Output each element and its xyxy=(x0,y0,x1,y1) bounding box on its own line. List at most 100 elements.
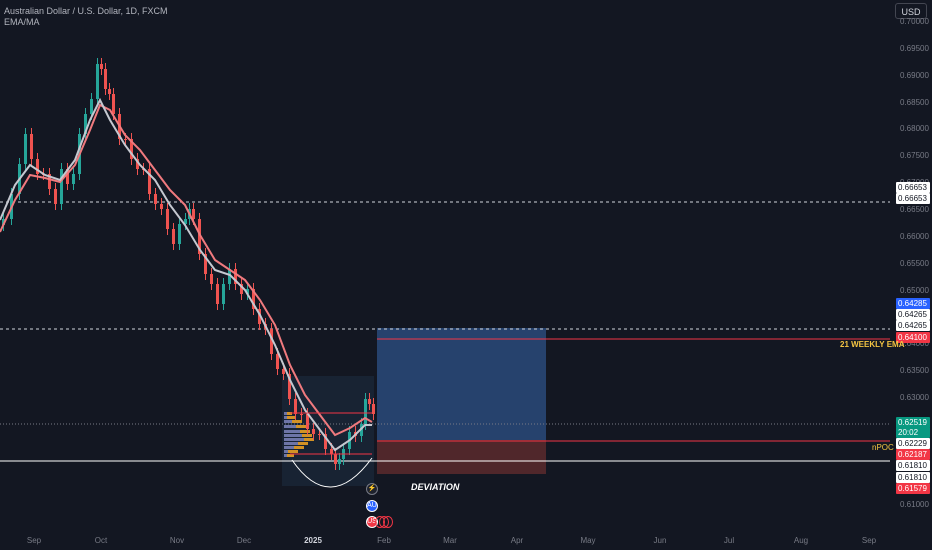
indicator-label[interactable]: EMA/MA xyxy=(4,17,40,27)
candle-body xyxy=(66,169,69,184)
chart-legend: Australian Dollar / U.S. Dollar, 1D, FXC… xyxy=(4,6,168,28)
candle-body xyxy=(282,369,285,374)
ma-line xyxy=(0,97,372,452)
candle-body xyxy=(372,404,375,414)
volume-profile-bar xyxy=(284,446,294,449)
more-events-icon[interactable] xyxy=(383,516,393,528)
time-axis-label: Apr xyxy=(510,536,524,545)
candle-body xyxy=(124,139,127,140)
candle-body xyxy=(178,224,181,244)
price-tag-npoc: 0.62229 xyxy=(896,438,930,449)
candle-body xyxy=(312,429,315,434)
price-axis-label: 0.65000 xyxy=(900,285,929,295)
price-axis-label: 0.66000 xyxy=(900,231,929,241)
price-chart-svg[interactable] xyxy=(0,0,890,530)
volume-profile-bar xyxy=(284,416,296,419)
candle-body xyxy=(184,219,187,224)
volume-profile-bar xyxy=(284,420,302,423)
deviation-label: DEVIATION xyxy=(411,482,460,492)
weekly-ema-label: 21 WEEKLY EMA xyxy=(840,340,905,349)
candle-body xyxy=(246,289,249,294)
volume-profile-bar xyxy=(284,450,288,453)
candle-body xyxy=(294,399,297,414)
time-axis-label: Dec xyxy=(236,536,252,545)
candle-body xyxy=(324,434,327,449)
price-tag-hline-high-2: 0.66653 xyxy=(896,193,930,204)
time-axis-label: Nov xyxy=(169,536,185,545)
price-tag-stop: 0.62187 xyxy=(896,449,930,460)
price-axis-label: 0.69500 xyxy=(900,43,929,53)
volume-profile-bar xyxy=(284,434,302,437)
volume-profile-bar xyxy=(284,412,287,415)
price-axis-label: 0.68500 xyxy=(900,97,929,107)
candle-body xyxy=(204,254,207,274)
time-axis-label: Jul xyxy=(723,536,735,545)
time-axis-label: Jun xyxy=(653,536,667,545)
price-axis-label: 0.63000 xyxy=(900,392,929,402)
candle-body xyxy=(288,374,291,399)
candle-body xyxy=(108,89,111,94)
price-tag-hline-low: 0.61810 xyxy=(896,460,930,471)
volume-profile-bar xyxy=(284,430,300,433)
time-axis-label: Aug xyxy=(793,536,809,545)
candle-body xyxy=(240,284,243,294)
candle-body xyxy=(252,289,255,309)
price-tag-weekly-ema: 0.64100 xyxy=(896,332,930,343)
candle-body xyxy=(60,169,63,204)
candle-body xyxy=(338,459,341,464)
candle-body xyxy=(222,284,225,304)
volume-profile-bar xyxy=(284,442,298,445)
chart-canvas[interactable] xyxy=(0,0,890,530)
price-axis-label: 0.70000 xyxy=(900,17,929,26)
candle-body xyxy=(2,219,5,225)
candle-body xyxy=(148,169,151,194)
symbol-title[interactable]: Australian Dollar / U.S. Dollar, 1D, FXC… xyxy=(4,6,168,16)
candle-body xyxy=(136,159,139,169)
price-axis-label: 0.64000 xyxy=(900,339,929,349)
lightning-event-icon[interactable]: ⚡ xyxy=(366,483,378,495)
candle-body xyxy=(258,309,261,324)
volume-profile-bar xyxy=(284,412,292,415)
candle-body xyxy=(160,204,163,209)
price-tag-countdown: 20:02 xyxy=(896,427,930,438)
au-flag-event-icon[interactable]: AU xyxy=(366,500,378,512)
candle-body xyxy=(84,114,87,134)
volume-profile-bar xyxy=(284,425,296,428)
candle-body xyxy=(318,434,321,435)
volume-profile-bar xyxy=(284,450,298,453)
time-axis-label: 2025 xyxy=(304,536,322,545)
candle-body xyxy=(306,414,309,429)
candle-body xyxy=(130,139,133,159)
price-axis-label: 0.68000 xyxy=(900,124,929,134)
candle-body xyxy=(96,64,99,99)
time-axis-label: Mar xyxy=(443,536,457,545)
price-axis-label: 0.67500 xyxy=(900,151,929,161)
price-axis-label: 0.66500 xyxy=(900,204,929,214)
candle-body xyxy=(72,174,75,184)
candle-body xyxy=(228,269,231,284)
candle-body xyxy=(360,424,363,436)
currency-button[interactable]: USD xyxy=(895,3,927,19)
candle-body xyxy=(270,329,273,354)
candle-body xyxy=(330,449,333,454)
volume-profile-bar xyxy=(284,438,304,441)
price-tag-hline-mid-2: 0.64265 xyxy=(896,320,930,331)
candle-body xyxy=(100,64,103,69)
candle-body xyxy=(276,354,279,369)
candle-body xyxy=(300,414,303,415)
candle-body xyxy=(24,134,27,164)
candle-body xyxy=(368,399,371,404)
time-axis-label: Feb xyxy=(377,536,391,545)
price-tag-hline-high: 0.66653 xyxy=(896,182,930,193)
candle-body xyxy=(54,189,57,204)
time-axis-label: Sep xyxy=(861,536,877,545)
candle-body xyxy=(198,219,201,254)
price-tag-target: 0.64285 xyxy=(896,298,930,309)
time-axis-label: May xyxy=(580,536,596,545)
time-axis-label: Oct xyxy=(94,536,108,545)
time-axis-label: Sep xyxy=(26,536,42,545)
candle-body xyxy=(154,194,157,204)
candle-body xyxy=(104,69,107,89)
candle-body xyxy=(192,209,195,219)
candle-body xyxy=(48,174,51,189)
